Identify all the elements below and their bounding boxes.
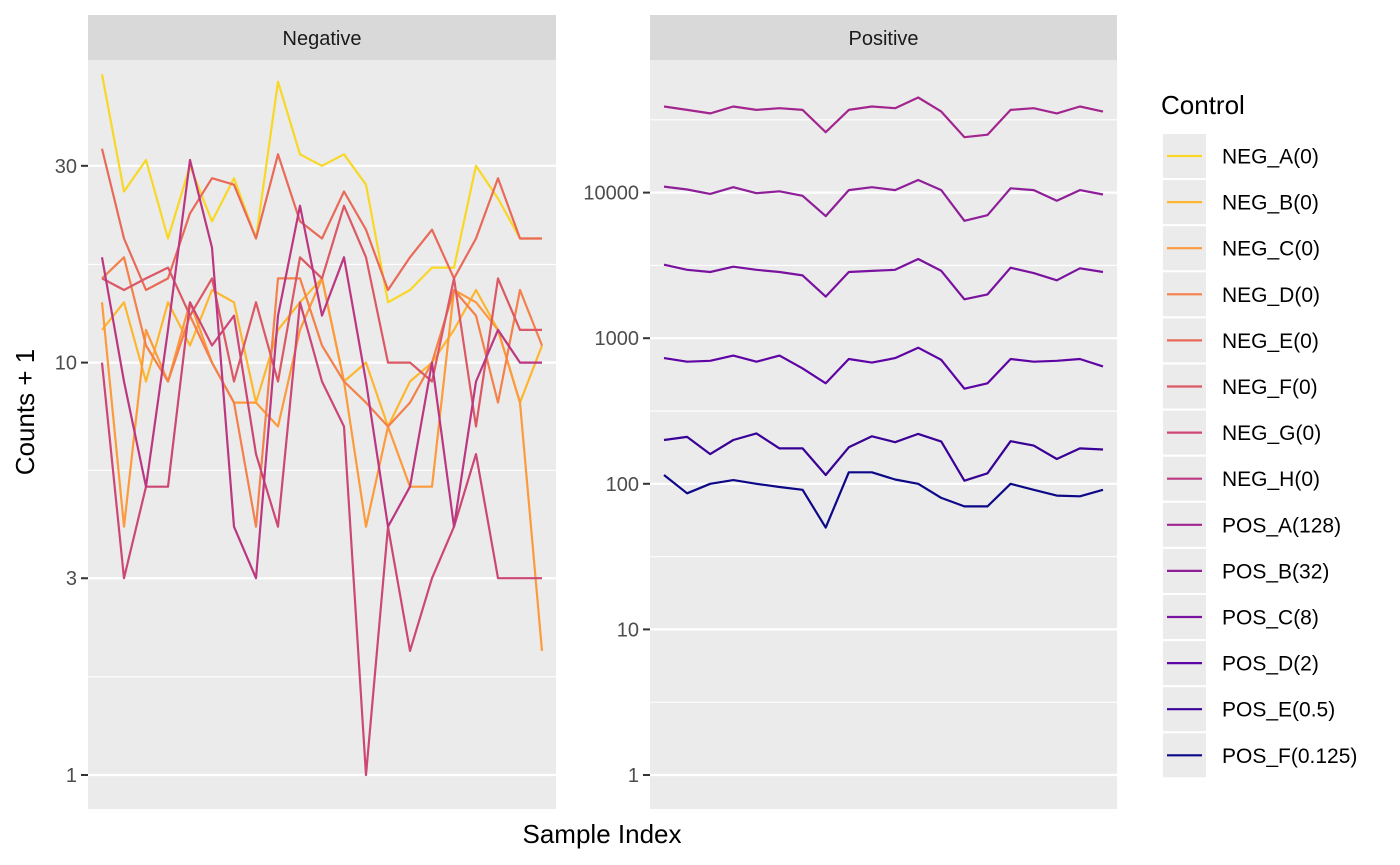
strip-background (88, 15, 556, 60)
series-line-neg-g-0 (100, 301, 542, 777)
legend-item: POS_E(0.5) (1163, 687, 1335, 732)
y-tick-label: 1 (628, 765, 639, 787)
panel-positive: Positive 1 10 100 1000 10000 (583, 15, 1117, 809)
legend-label: POS_F(0.125) (1222, 745, 1357, 768)
legend-item: POS_D(2) (1163, 641, 1319, 686)
series-line-pos-d-2 (663, 346, 1104, 390)
series-line-pos-e-0-5 (663, 432, 1104, 482)
legend-item: POS_A(128) (1163, 502, 1341, 547)
legend-label: POS_A(128) (1222, 514, 1341, 537)
legend-label: NEG_G(0) (1222, 422, 1321, 445)
legend-item: NEG_F(0) (1163, 364, 1318, 409)
y-tick-label: 1 (66, 765, 77, 787)
legend-item: NEG_A(0) (1163, 134, 1319, 178)
legend-label: NEG_D(0) (1222, 284, 1320, 307)
legend-label: NEG_B(0) (1222, 192, 1319, 215)
y-tick-label: 10 (55, 353, 77, 375)
series-line-pos-c-8 (663, 257, 1104, 301)
legend-label: POS_C(8) (1222, 607, 1319, 630)
series-line-pos-a-128 (663, 96, 1104, 139)
series-line-neg-d-0 (101, 256, 544, 528)
legend-item: NEG_C(0) (1163, 226, 1320, 271)
legend-label: NEG_A(0) (1222, 146, 1319, 169)
legend-label: POS_B(32) (1222, 560, 1329, 583)
legend-item: POS_C(8) (1163, 595, 1319, 639)
strip-background (650, 15, 1117, 60)
series-line-pos-f-0-125 (663, 471, 1104, 529)
series-line-neg-e-0 (100, 148, 542, 292)
series-line-neg-a-0 (100, 74, 542, 304)
legend-item: POS_B(32) (1163, 548, 1329, 593)
legend-item: NEG_E(0) (1163, 318, 1319, 363)
y-tick-label: 100 (606, 474, 639, 496)
legend-label: NEG_F(0) (1222, 376, 1318, 399)
legend-label: NEG_E(0) (1222, 330, 1319, 353)
series-line-neg-h-0 (100, 158, 542, 580)
legend-item: NEG_G(0) (1163, 410, 1321, 455)
y-tick-label: 30 (55, 156, 77, 178)
legend-label: POS_E(0.5) (1222, 699, 1335, 722)
y-axis-title: Counts + 1 (10, 349, 40, 475)
series-line-pos-b-32 (663, 178, 1104, 222)
y-tick-label: 3 (66, 568, 77, 590)
legend-label: POS_D(2) (1222, 653, 1319, 676)
facet-panels: Negative 1 3 10 30 Positive 1 10 100 1000 10000 (55, 15, 1117, 809)
panel-background (88, 60, 556, 809)
legend-label: NEG_C(0) (1222, 238, 1320, 261)
series-line-neg-f-0 (101, 204, 542, 428)
strip-label: Negative (283, 28, 362, 50)
y-tick-label: 1000 (595, 328, 640, 350)
legend: Control NEG_A(0) NEG_B(0) NEG_C(0) NEG_D(0)… (1161, 90, 1357, 778)
legend-item: NEG_B(0) (1163, 180, 1319, 225)
legend-item: NEG_H(0) (1163, 456, 1320, 501)
x-axis-title: Sample Index (523, 819, 682, 849)
panel-negative: Negative 1 3 10 30 (55, 15, 556, 809)
legend-label: NEG_H(0) (1222, 468, 1320, 491)
y-tick-label: 10 (617, 619, 639, 641)
y-tick-label: 10000 (583, 183, 639, 205)
legend-title: Control (1161, 90, 1245, 120)
strip-label: Positive (848, 28, 918, 50)
legend-item: NEG_D(0) (1163, 272, 1320, 317)
legend-item: POS_F(0.125) (1163, 733, 1357, 778)
panel-background (650, 60, 1117, 809)
